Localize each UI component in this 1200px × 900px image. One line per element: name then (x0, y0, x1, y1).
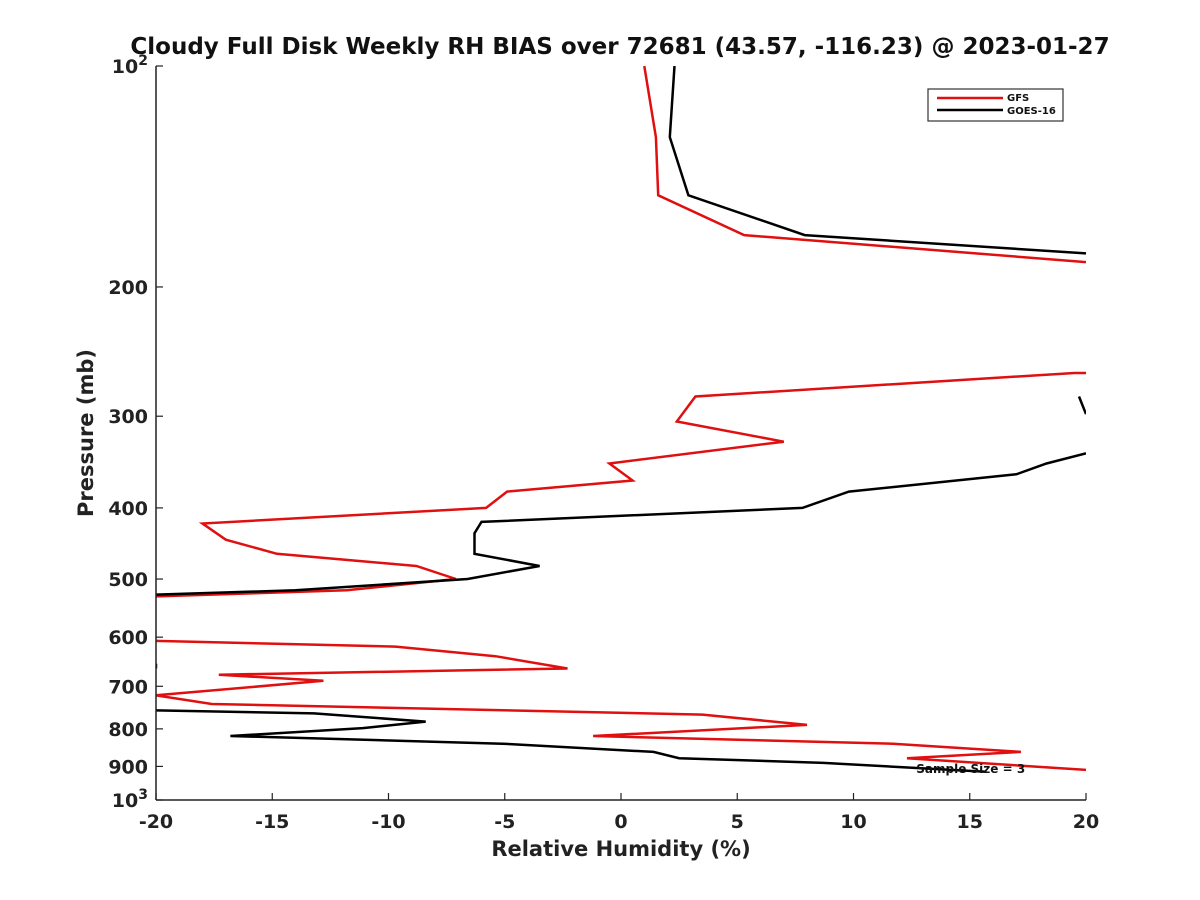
y-ticks: 102 200 300 400 500 600 700 800 900 103 (108, 53, 163, 812)
y-axis-label: Pressure (mb) (74, 349, 98, 517)
y-tick-label: 600 (108, 627, 148, 649)
plot-background (156, 66, 1086, 800)
plot-area: -20 -15 -10 -5 0 5 10 15 20 102 200 300 400 500 600 70… (108, 53, 1099, 833)
legend-box (927, 88, 1064, 122)
legend: GFS GOES-16 (927, 88, 1064, 122)
series-line-gfs-segment-1 (643, 66, 1086, 264)
series-line-goes16-segment-5 (156, 709, 987, 773)
series-line-goes16-segment-1 (668, 66, 1086, 255)
y-tick-label: 102 (112, 53, 148, 78)
series-line-gfs-segment-3 (156, 639, 1086, 772)
x-tick-label: -15 (255, 811, 289, 833)
chart-title: Cloudy Full Disk Weekly RH BIAS over 726… (130, 34, 1109, 60)
series-line-gfs-segment-2 (156, 371, 1086, 598)
y-tick-label: 900 (108, 756, 148, 778)
y-tick-label: 800 (108, 719, 148, 741)
y-tick-label: 200 (108, 277, 148, 299)
x-tick-label: -10 (371, 811, 405, 833)
legend-label-goes16: GOES-16 (1007, 106, 1056, 117)
y-tick-label: 400 (108, 498, 148, 520)
x-tick-label: 5 (731, 811, 744, 833)
y-tick-label: 700 (108, 676, 148, 698)
x-tick-label: 10 (840, 811, 866, 833)
x-tick-label: 15 (957, 811, 983, 833)
x-axis-label: Relative Humidity (%) (491, 837, 750, 861)
y-tick-label: 500 (108, 569, 148, 591)
series-line-goes16-segment-3 (156, 452, 1086, 596)
x-tick-label: 0 (614, 811, 627, 833)
x-tick-label: 20 (1073, 811, 1099, 833)
sample-size-annotation: Sample Size = 3 (916, 762, 1025, 776)
x-tick-label: -20 (139, 811, 173, 833)
x-tick-label: -5 (494, 811, 515, 833)
legend-label-gfs: GFS (1007, 93, 1029, 104)
series-layer (156, 66, 1086, 773)
series-line-goes16-segment-2 (1077, 396, 1086, 415)
y-tick-label: 300 (108, 406, 148, 428)
y-tick-label: 103 (112, 787, 148, 812)
x-ticks: -20 -15 -10 -5 0 5 10 15 20 (139, 793, 1099, 833)
